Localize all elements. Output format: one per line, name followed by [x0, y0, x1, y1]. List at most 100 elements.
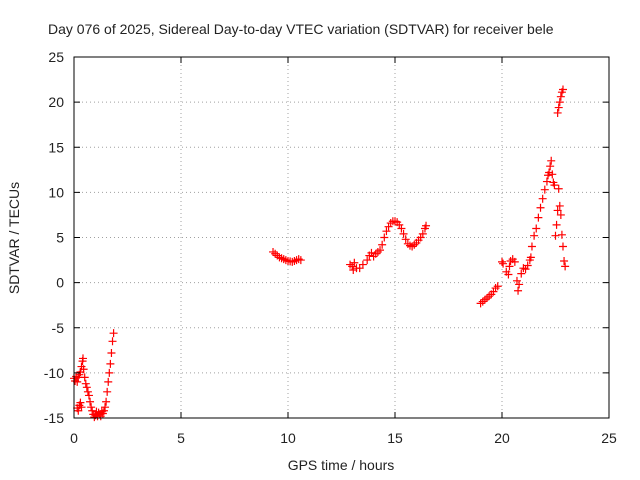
- data-point: [523, 261, 532, 270]
- data-point: [87, 403, 96, 412]
- data-point: [547, 156, 556, 165]
- data-point: [506, 256, 515, 265]
- data-point: [553, 206, 562, 215]
- data-point: [538, 194, 547, 203]
- y-tick-label: 5: [56, 230, 64, 246]
- y-tick-label: -5: [52, 320, 65, 336]
- data-point: [73, 377, 82, 386]
- y-tick-label: 15: [48, 139, 64, 155]
- data-point: [555, 98, 564, 107]
- x-tick-label: 10: [280, 430, 296, 446]
- data-point: [542, 177, 551, 186]
- data-point: [504, 270, 513, 279]
- data-point: [386, 219, 395, 228]
- data-point: [483, 293, 492, 302]
- axis-ticks: 0 5 10 15 20 25 -15 -10 -5 0 5 10 15 20 25: [44, 49, 617, 446]
- data-point: [556, 210, 565, 219]
- data-point: [290, 256, 299, 265]
- x-tick-label: 25: [601, 430, 617, 446]
- data-point: [76, 398, 85, 407]
- data-point: [107, 349, 116, 358]
- data-point: [476, 299, 485, 308]
- data-point: [521, 265, 530, 274]
- data-point: [350, 258, 359, 267]
- x-axis-label: GPS time / hours: [288, 457, 395, 473]
- data-point: [391, 217, 399, 226]
- data-point: [485, 292, 494, 301]
- data-point: [296, 256, 305, 265]
- y-axis-label: SDTVAR / TECUs: [6, 182, 22, 294]
- data-point: [556, 92, 565, 101]
- data-point: [376, 246, 385, 255]
- data-point: [102, 397, 111, 406]
- data-point: [418, 229, 427, 238]
- data-point: [493, 282, 502, 291]
- data-points: [70, 85, 570, 422]
- x-tick-label: 5: [177, 430, 185, 446]
- data-point: [550, 181, 559, 190]
- data-point: [81, 379, 90, 388]
- data-point: [83, 387, 92, 396]
- data-point: [480, 295, 489, 304]
- data-point: [99, 406, 108, 415]
- data-point: [557, 230, 566, 239]
- y-tick-label: 25: [48, 49, 64, 65]
- data-point: [560, 256, 569, 265]
- data-point: [478, 297, 487, 306]
- data-point: [271, 249, 280, 258]
- y-tick-label: 20: [48, 94, 64, 110]
- data-point: [546, 162, 555, 171]
- data-point: [79, 365, 88, 374]
- data-point: [517, 269, 526, 278]
- data-point: [348, 262, 357, 271]
- data-point: [358, 260, 367, 269]
- data-point: [515, 280, 524, 289]
- data-point: [422, 221, 431, 230]
- data-point: [540, 185, 549, 194]
- data-point: [526, 253, 535, 262]
- y-tick-label: -15: [44, 410, 64, 426]
- data-point: [373, 247, 382, 256]
- chart-title: Day 076 of 2025, Sidereal Day-to-day VTE…: [48, 21, 554, 37]
- data-point: [105, 368, 114, 377]
- data-point: [552, 220, 561, 229]
- data-point: [382, 227, 391, 236]
- data-point: [269, 247, 278, 256]
- data-point: [491, 284, 500, 293]
- data-point: [551, 231, 560, 240]
- data-point: [554, 103, 563, 112]
- y-tick-label: 0: [56, 275, 64, 291]
- data-point: [397, 224, 406, 233]
- y-tick-label: 10: [48, 184, 64, 200]
- data-point: [104, 377, 113, 386]
- data-point: [109, 329, 118, 338]
- data-point: [527, 242, 536, 251]
- data-point: [384, 222, 393, 231]
- data-point: [380, 233, 389, 242]
- data-point: [534, 213, 543, 222]
- data-point: [555, 201, 564, 210]
- data-point: [101, 403, 110, 412]
- data-point: [558, 242, 567, 251]
- data-point: [77, 403, 86, 412]
- data-point: [499, 259, 508, 268]
- data-point: [86, 397, 95, 406]
- data-point: [401, 235, 410, 244]
- grid-layer: [74, 57, 609, 418]
- data-point: [378, 240, 387, 249]
- data-point: [82, 383, 91, 392]
- data-point: [106, 359, 115, 368]
- data-point: [78, 354, 87, 363]
- data-point: [561, 262, 570, 271]
- data-point: [410, 240, 419, 249]
- data-point: [363, 256, 372, 265]
- data-point: [532, 224, 541, 233]
- data-point: [88, 406, 97, 415]
- data-point: [530, 231, 539, 240]
- data-point: [399, 229, 408, 238]
- data-point: [512, 276, 521, 285]
- y-tick-label: -10: [44, 365, 64, 381]
- data-point: [553, 108, 562, 117]
- data-point: [510, 257, 519, 266]
